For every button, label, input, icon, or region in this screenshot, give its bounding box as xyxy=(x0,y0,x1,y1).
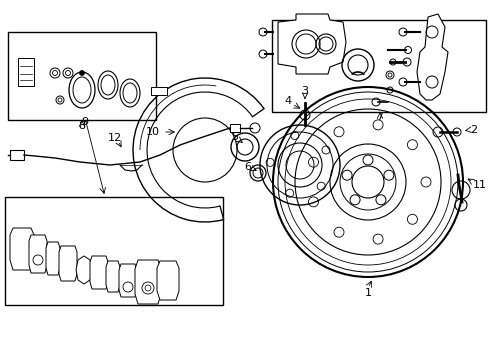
Text: 4: 4 xyxy=(284,96,292,106)
Text: 7: 7 xyxy=(376,112,384,122)
Circle shape xyxy=(342,170,352,180)
Circle shape xyxy=(384,170,394,180)
Text: 12: 12 xyxy=(108,133,122,143)
Text: 3: 3 xyxy=(301,86,309,96)
Bar xyxy=(8,32,156,120)
Polygon shape xyxy=(278,14,346,74)
Polygon shape xyxy=(90,256,108,289)
Circle shape xyxy=(363,155,373,165)
Text: 9: 9 xyxy=(81,117,89,127)
Bar xyxy=(10,150,24,160)
Text: 10: 10 xyxy=(146,127,160,137)
Bar xyxy=(18,58,34,86)
Bar xyxy=(272,20,486,112)
Polygon shape xyxy=(417,14,448,100)
Circle shape xyxy=(376,195,386,205)
Text: 11: 11 xyxy=(473,180,487,190)
Bar xyxy=(5,197,223,305)
Text: 5: 5 xyxy=(231,132,239,142)
Text: 6: 6 xyxy=(245,162,251,172)
Polygon shape xyxy=(10,228,34,270)
Polygon shape xyxy=(135,260,161,304)
Circle shape xyxy=(350,195,360,205)
Polygon shape xyxy=(59,246,77,281)
Text: 8: 8 xyxy=(78,121,86,131)
Polygon shape xyxy=(157,261,179,300)
Circle shape xyxy=(79,71,84,76)
Polygon shape xyxy=(119,264,137,297)
Polygon shape xyxy=(106,261,120,292)
Text: 1: 1 xyxy=(365,288,371,298)
Polygon shape xyxy=(29,235,47,273)
Polygon shape xyxy=(76,256,92,284)
Bar xyxy=(230,124,240,132)
Bar xyxy=(151,87,167,95)
Text: 2: 2 xyxy=(470,125,477,135)
Polygon shape xyxy=(46,242,60,275)
